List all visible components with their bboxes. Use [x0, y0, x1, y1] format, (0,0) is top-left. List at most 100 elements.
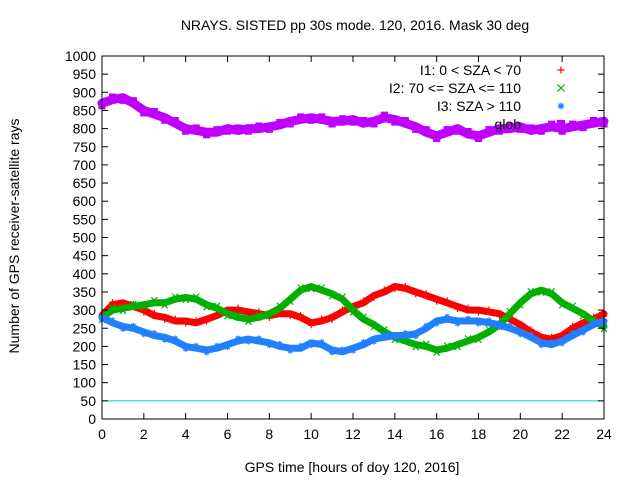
data-point: [433, 298, 440, 305]
y-tick-label: 0: [88, 411, 96, 427]
data-point: [339, 306, 346, 313]
data-point: [182, 296, 190, 304]
data-point: [140, 109, 148, 117]
data-point: [255, 308, 262, 315]
data-point: [370, 338, 377, 345]
y-tick-label: 950: [73, 66, 97, 82]
y-tick-label: 150: [73, 357, 97, 373]
data-point: [380, 111, 388, 119]
data-point: [412, 291, 419, 298]
data-point: [454, 320, 461, 327]
data-point: [266, 342, 273, 349]
x-tick-label: 6: [224, 426, 232, 442]
data-point: [140, 331, 147, 338]
data-point: [381, 286, 388, 293]
data-point: [538, 342, 545, 349]
data-point: [485, 317, 492, 324]
data-point: [517, 331, 524, 338]
data-point: [129, 300, 137, 308]
data-point: [172, 315, 179, 322]
series-3: [98, 313, 608, 356]
y-tick-label: 700: [73, 157, 97, 173]
data-point: [381, 331, 388, 338]
data-point: [370, 323, 378, 331]
data-point: [339, 293, 346, 301]
legend-label: I1: 0 < SZA < 70: [420, 62, 521, 78]
data-point: [130, 322, 137, 329]
data-point: [589, 117, 598, 125]
data-point: [485, 306, 492, 313]
data-point: [161, 116, 169, 124]
y-tick-label: 450: [73, 248, 97, 264]
data-point: [569, 330, 576, 337]
data-point: [308, 322, 315, 329]
data-point: [423, 290, 430, 297]
y-tick-label: 250: [73, 320, 97, 336]
legend-marker: [557, 84, 565, 92]
data-point: [485, 325, 493, 333]
data-point: [318, 113, 326, 121]
y-tick-label: 50: [80, 393, 96, 409]
data-point: [349, 309, 357, 317]
series-band: [98, 283, 608, 354]
y-tick-label: 650: [73, 175, 97, 191]
legend-marker: [556, 119, 566, 129]
data-point: [307, 116, 315, 124]
x-tick-label: 20: [513, 426, 529, 442]
data-point: [402, 282, 409, 289]
data-point: [422, 340, 430, 348]
data-point: [475, 309, 482, 316]
y-tick-label: 300: [73, 302, 97, 318]
data-point: [255, 335, 262, 342]
y-tick-label: 900: [73, 84, 97, 100]
x-tick-label: 10: [303, 426, 319, 442]
data-point: [465, 304, 472, 311]
ticks-layer: 0 2 4 6 8 10 12 14 16 18 20 22 240501001502002503003…: [65, 48, 612, 442]
legend-label: I2: 70 <= SZA <= 110: [389, 80, 521, 96]
data-point: [422, 126, 430, 134]
data-point: [569, 322, 576, 329]
data-point: [119, 96, 127, 104]
data-point: [161, 336, 168, 343]
data-point: [193, 342, 200, 349]
data-point: [391, 335, 398, 342]
data-point: [108, 93, 117, 101]
data-point: [109, 304, 116, 312]
data-point: [579, 123, 587, 132]
y-tick-label: 850: [73, 102, 97, 118]
y-tick-label: 1000: [65, 48, 96, 64]
data-point: [444, 297, 451, 304]
data-point: [433, 349, 441, 356]
data-point: [454, 343, 462, 351]
data-point: [579, 312, 587, 320]
data-point: [244, 318, 252, 326]
data-point: [527, 331, 534, 338]
data-point: [559, 340, 566, 347]
series-4: [97, 93, 609, 142]
data-point: [245, 338, 252, 345]
data-point: [223, 127, 232, 135]
x-tick-label: 2: [140, 426, 148, 442]
data-point: [213, 302, 221, 310]
data-point: [265, 125, 273, 133]
data-point: [297, 342, 304, 349]
data-point: [453, 127, 462, 135]
data-point: [286, 298, 294, 306]
legend-marker: [557, 66, 565, 74]
data-point: [140, 303, 148, 311]
plot-frame: [101, 55, 605, 420]
data-point: [161, 301, 169, 309]
data-point: [192, 293, 200, 301]
chart-title: NRAYS. SISTED pp 30s mode. 120, 2016. Ma…: [181, 17, 529, 33]
data-point: [109, 317, 116, 324]
data-point: [151, 330, 158, 337]
data-point: [537, 127, 545, 135]
data-point: [496, 313, 503, 320]
data-point: [454, 305, 461, 312]
data-point: [318, 339, 325, 346]
data-point: [150, 296, 158, 304]
data-point: [516, 301, 524, 309]
data-point: [297, 113, 305, 121]
data-point: [297, 311, 304, 318]
